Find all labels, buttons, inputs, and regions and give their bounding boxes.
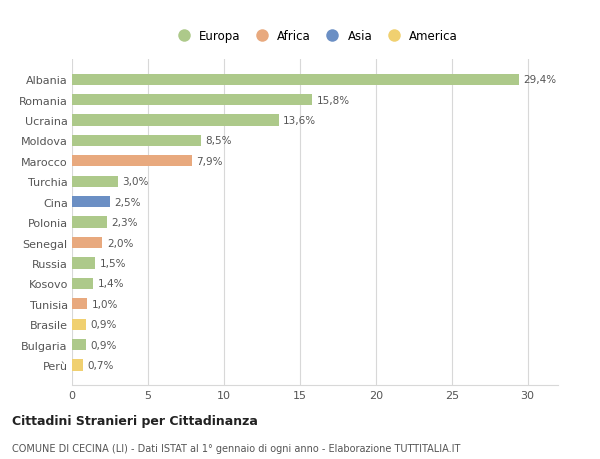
Text: 2,0%: 2,0% <box>107 238 133 248</box>
Bar <box>72 176 118 187</box>
Bar <box>72 298 87 310</box>
Text: 7,9%: 7,9% <box>197 157 223 167</box>
Legend: Europa, Africa, Asia, America: Europa, Africa, Asia, America <box>169 27 461 46</box>
Text: 1,5%: 1,5% <box>100 258 126 269</box>
Text: 0,9%: 0,9% <box>90 319 116 330</box>
Text: 1,4%: 1,4% <box>98 279 124 289</box>
Text: 8,5%: 8,5% <box>206 136 232 146</box>
Bar <box>72 115 278 126</box>
Text: 0,7%: 0,7% <box>87 360 113 370</box>
Bar <box>72 319 86 330</box>
Bar <box>72 156 192 167</box>
Bar <box>72 74 518 86</box>
Text: 29,4%: 29,4% <box>523 75 556 85</box>
Text: 13,6%: 13,6% <box>283 116 316 126</box>
Bar <box>72 258 95 269</box>
Bar <box>72 95 312 106</box>
Bar <box>72 135 201 147</box>
Text: 3,0%: 3,0% <box>122 177 148 187</box>
Text: 0,9%: 0,9% <box>90 340 116 350</box>
Bar <box>72 359 83 371</box>
Bar <box>72 237 103 249</box>
Text: 2,5%: 2,5% <box>115 197 141 207</box>
Text: 15,8%: 15,8% <box>317 95 350 106</box>
Text: 1,0%: 1,0% <box>92 299 118 309</box>
Bar <box>72 278 93 289</box>
Bar <box>72 196 110 208</box>
Bar <box>72 217 107 228</box>
Text: Cittadini Stranieri per Cittadinanza: Cittadini Stranieri per Cittadinanza <box>12 414 258 428</box>
Bar <box>72 339 86 350</box>
Text: COMUNE DI CECINA (LI) - Dati ISTAT al 1° gennaio di ogni anno - Elaborazione TUT: COMUNE DI CECINA (LI) - Dati ISTAT al 1°… <box>12 443 460 453</box>
Text: 2,3%: 2,3% <box>112 218 138 228</box>
